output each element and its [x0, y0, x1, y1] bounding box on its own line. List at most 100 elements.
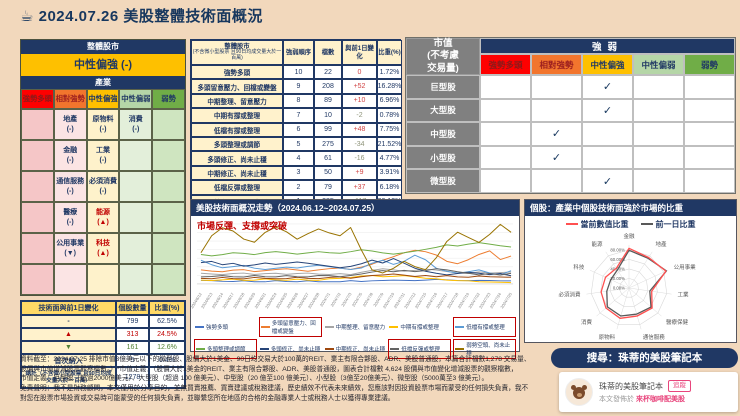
legend-item: 多頭整理或調節 [194, 339, 257, 359]
legend-item: 中期修正、尚未止穩 [324, 339, 387, 359]
rank-change: +10 [342, 93, 377, 109]
industry-cell [21, 171, 54, 202]
industry-cell [21, 233, 54, 264]
rank-pct: 4.77% [377, 151, 402, 166]
industry-change: (-) [66, 187, 74, 195]
radar-spoke [628, 269, 669, 289]
matrix-cell [480, 169, 531, 193]
matrix-cell [633, 98, 684, 123]
industry-cell: 能源 (▲) [86, 202, 120, 233]
radar-ring [609, 268, 649, 307]
rank-order: 8 [283, 93, 314, 109]
rank-order: 7 [283, 108, 314, 123]
rank-change: -2 [342, 108, 377, 123]
coffee-icon: ☕ [20, 8, 34, 25]
strength-column-header: 弱勢 [684, 54, 735, 75]
rank-count: 79 [314, 180, 342, 195]
legend-item: 弱勢空頭、尚未止穩 [453, 339, 516, 359]
marketcap-row-label: 大型股 [406, 98, 480, 123]
x-axis-label: 2024/6/28 [307, 291, 321, 309]
strength-column-header: 相對強勢 [531, 54, 582, 75]
radar-spoke [589, 269, 630, 289]
rank-pct: 0.78% [377, 108, 402, 123]
page-title-text: 2024.07.26 美股整體技術面概況 [38, 8, 263, 25]
industry-cell: 金融 (-) [53, 140, 87, 171]
rank-pct: 16.28% [377, 79, 402, 94]
trend-series-line [200, 275, 512, 284]
legend-dash-icon [455, 348, 465, 350]
industry-cell: 原物料 (-) [86, 109, 120, 140]
industry-change: (▲) [97, 249, 109, 257]
check-icon: ✓ [531, 122, 582, 146]
industry-cell [21, 109, 54, 140]
matrix-cell [480, 75, 531, 99]
radar-ring-label: 60.00% [610, 257, 625, 262]
radar-spoke [628, 287, 662, 317]
marketcap-strength-matrix: 市值 (不考慮 交易量) 強弱 強勢多頭 相對強勢 中性偏強 中性偏弱 弱勢 巨型股 ✓ 大型股 ✓… [405, 37, 736, 194]
radar-spoke [616, 287, 630, 330]
rank-row-label: 中期整理、留意壓力 [191, 93, 283, 109]
change-total-label: 總計（不含微小型股票 且90日均成交量大於一百萬） [21, 367, 116, 388]
strength-column-header: 弱勢 [152, 89, 185, 109]
radar-spoke [628, 287, 642, 330]
industry-name: 公用事業 [56, 240, 85, 248]
radar-axis-label: 醫療保健 [666, 318, 689, 326]
rank-header-cell: 與前1日變化 [342, 40, 377, 65]
search-pill[interactable]: 搜尋：珠蒂的美股筆記本 [551, 348, 738, 368]
trend-series-line [200, 223, 512, 274]
industry-change: (-) [66, 218, 74, 226]
legend-label: 中期整理、留意壓力 [335, 325, 386, 331]
industry-change: (▲) [97, 218, 109, 226]
industry-cell [152, 233, 185, 264]
industry-cell: 通信服務 (-) [53, 171, 87, 202]
radar-axis-label: 通信服務 [643, 333, 666, 341]
change-symbol: 首次納入 [21, 354, 116, 367]
strength-column-header: 強勢多頭 [21, 89, 54, 109]
legend-dash-icon [324, 326, 334, 328]
matrix-cell [633, 145, 684, 170]
strength-column-header: 相對強勢 [53, 89, 87, 109]
strength-column-header: 中性偏強 [582, 54, 633, 75]
strength-column-header: 中性偏強 [86, 89, 120, 109]
x-axis-label: 2024/6/12 [191, 292, 203, 310]
profile-card[interactable]: 珠蒂的美股筆記本 追蹤 本文發佈於 來杯咖啡配美股 [559, 372, 738, 412]
rank-order: 4 [283, 151, 314, 166]
radar-axis-label: 能源 [591, 240, 603, 248]
legend-label: 弱勢空頭、尚未止穩 [466, 343, 511, 357]
strength-group-header: 強弱 [480, 38, 735, 54]
radar-series [600, 247, 667, 319]
radar-spoke [596, 287, 630, 317]
industry-cell [119, 171, 153, 202]
rank-change: +48 [342, 122, 377, 137]
industry-radar-chart: 0.00%20.00%40.00%60.00%80.00%金融地產公用事業工業醫… [558, 232, 696, 341]
rank-count: 10 [314, 108, 342, 123]
published-link[interactable]: 來杯咖啡配美股 [635, 396, 685, 403]
industry-cell [152, 264, 185, 295]
matrix-cell [633, 122, 684, 146]
follow-button[interactable]: 追蹤 [668, 380, 691, 392]
radar-axis-label: 金融 [623, 232, 635, 240]
rank-pct: 21.52% [377, 136, 402, 152]
footnote-line: 股價與市值增減股票觀察檔數。）*市值定義：（股價大於1美金的REIT、業主有限合… [20, 365, 518, 373]
rank-pct: 6.96% [377, 93, 402, 109]
rank-change: +37 [342, 180, 377, 195]
strength-column-header: 強勢多頭 [480, 54, 531, 75]
radar-axis-label: 原物料 [599, 333, 616, 341]
change-header-cell: 技術面與前1日變化 [21, 301, 116, 315]
radar-legend-label: 當前數值比重 [580, 219, 629, 229]
change-symbol: ▼ [21, 341, 116, 354]
industry-change: (-) [66, 156, 74, 164]
radar-ring [590, 249, 668, 325]
radar-axis-label: 科技 [573, 263, 585, 271]
matrix-cell [633, 75, 684, 99]
legend-dash-icon [195, 326, 204, 328]
rank-header-cell: 檔數 [314, 40, 342, 65]
legend-dash-icon [324, 348, 334, 350]
radar-legend-label: 前一日比重 [655, 219, 696, 229]
matrix-cell [684, 122, 735, 146]
legend-item: 多頭留意壓力、回檔或變盤 [258, 317, 322, 337]
rank-pct: 7.75% [377, 122, 402, 137]
radar-legend-item: 當前數值比重 [565, 219, 629, 230]
industry-cell [119, 140, 153, 171]
change-pct: 62.5% [149, 315, 185, 328]
